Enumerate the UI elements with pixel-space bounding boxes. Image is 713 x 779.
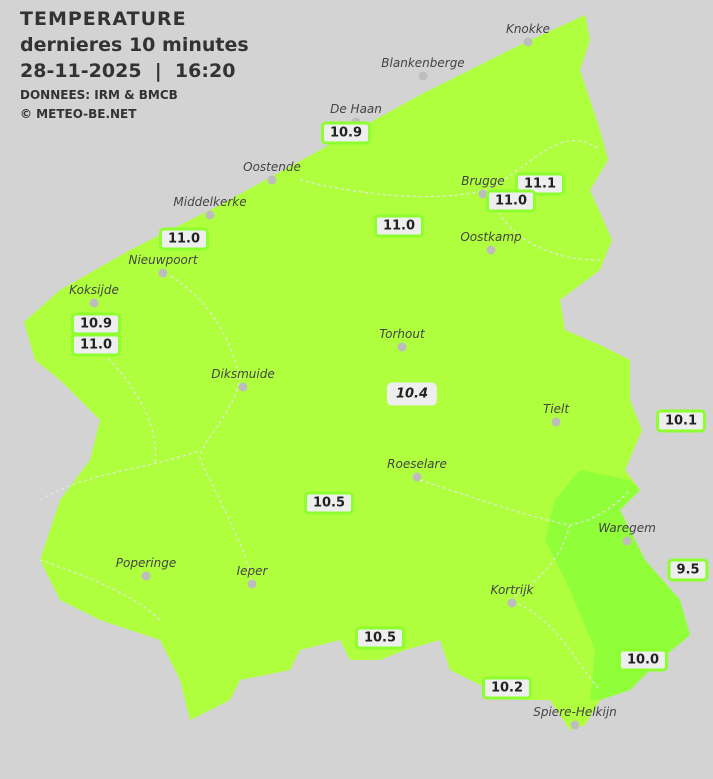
city-label: Oostende bbox=[243, 160, 301, 174]
map-datetime: 28-11-2025 | 16:20 bbox=[20, 60, 236, 82]
city-label: Roeselare bbox=[387, 457, 447, 471]
temperature-reading: 11.0 bbox=[158, 227, 210, 251]
copyright: © METEO-BE.NET bbox=[20, 107, 137, 121]
temperature-reading: 10.0 bbox=[617, 648, 669, 672]
city-marker bbox=[412, 472, 422, 482]
city-label: Tielt bbox=[542, 402, 570, 416]
city-marker bbox=[267, 175, 277, 185]
city-marker bbox=[523, 37, 533, 47]
temperature-reading: 11.0 bbox=[485, 189, 537, 213]
city-label: Middelkerke bbox=[173, 195, 247, 209]
city-marker bbox=[158, 268, 168, 278]
temperature-reading: 9.5 bbox=[667, 558, 709, 582]
city-label: Waregem bbox=[598, 521, 656, 535]
temperature-reading: 10.4 bbox=[386, 382, 438, 406]
city-label: Diksmuide bbox=[211, 367, 275, 381]
temperature-reading: 10.2 bbox=[481, 676, 533, 700]
city-marker bbox=[507, 598, 517, 608]
city-label: Spiere-Helkijn bbox=[533, 705, 617, 719]
city-marker bbox=[478, 189, 488, 199]
temperature-reading: 10.5 bbox=[303, 491, 355, 515]
temperature-reading: 11.0 bbox=[373, 214, 425, 238]
city-marker bbox=[622, 536, 632, 546]
city-label: De Haan bbox=[330, 102, 382, 116]
city-label: Brugge bbox=[461, 174, 505, 188]
cooler-zone bbox=[545, 470, 690, 700]
temperature-reading: 10.5 bbox=[354, 626, 406, 650]
city-label: Blankenberge bbox=[381, 56, 465, 70]
city-label: Torhout bbox=[379, 327, 425, 341]
city-label: Knokke bbox=[505, 22, 551, 36]
city-marker bbox=[247, 579, 257, 589]
temperature-reading: 10.9 bbox=[70, 312, 122, 336]
city-label: Nieuwpoort bbox=[128, 253, 198, 267]
city-marker bbox=[89, 298, 99, 308]
city-label: Koksijde bbox=[69, 283, 119, 297]
temperature-reading: 10.1 bbox=[655, 409, 707, 433]
city-label: Oostkamp bbox=[460, 230, 522, 244]
city-label: Ieper bbox=[236, 564, 268, 578]
city-marker bbox=[486, 245, 496, 255]
map-subtitle: dernieres 10 minutes bbox=[20, 34, 249, 56]
city-label: Poperinge bbox=[115, 556, 177, 570]
map-title: TEMPERATURE bbox=[20, 8, 187, 30]
city-marker bbox=[205, 210, 215, 220]
city-marker bbox=[570, 720, 580, 730]
temperature-reading: 10.9 bbox=[320, 121, 372, 145]
city-marker bbox=[238, 382, 248, 392]
city-marker bbox=[141, 571, 151, 581]
city-marker bbox=[397, 342, 407, 352]
temperature-reading: 11.0 bbox=[70, 333, 122, 357]
city-label: Kortrijk bbox=[490, 583, 534, 597]
city-marker bbox=[551, 417, 561, 427]
data-source: DONNEES: IRM & BMCB bbox=[20, 88, 178, 102]
city-marker bbox=[418, 71, 428, 81]
